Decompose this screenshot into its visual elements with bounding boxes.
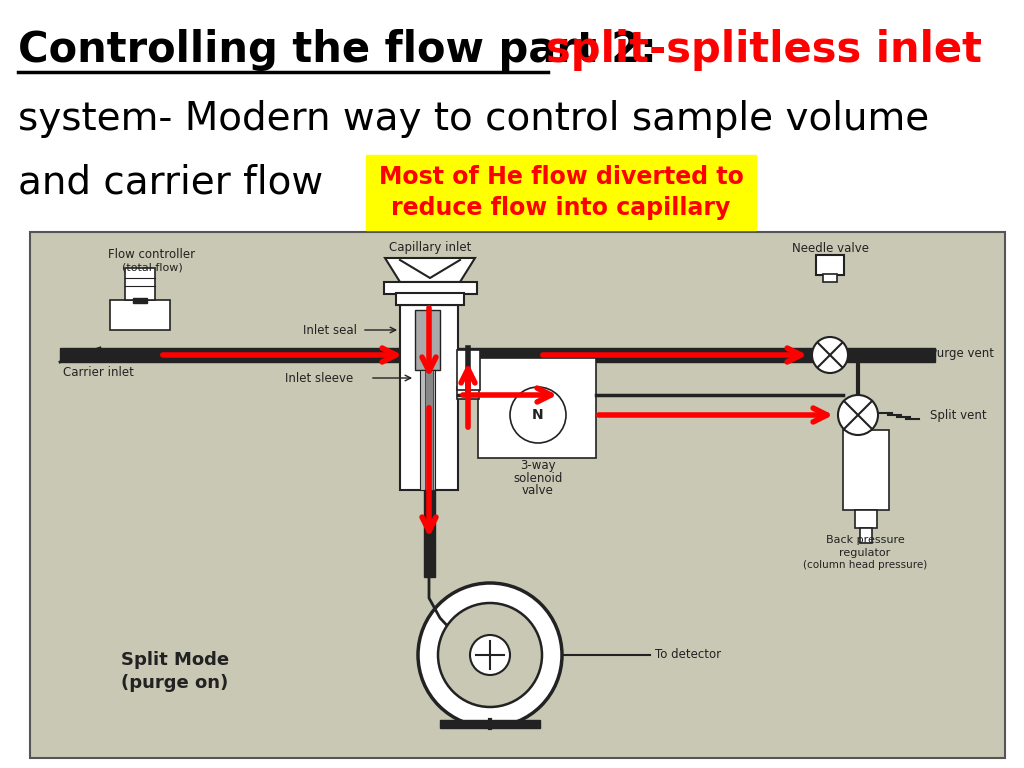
Bar xyxy=(457,350,480,390)
Bar xyxy=(415,310,440,370)
Text: To detector: To detector xyxy=(655,648,721,661)
Text: Back pressure: Back pressure xyxy=(825,535,904,545)
Bar xyxy=(816,255,844,275)
Text: Controlling the flow part 2:: Controlling the flow part 2: xyxy=(18,29,672,71)
Bar xyxy=(823,274,837,282)
Bar xyxy=(60,348,935,362)
Bar xyxy=(400,305,458,490)
Text: (column head pressure): (column head pressure) xyxy=(803,560,927,570)
Text: solenoid: solenoid xyxy=(513,472,562,485)
Bar xyxy=(125,268,155,300)
Text: and carrier flow: and carrier flow xyxy=(18,163,324,201)
Polygon shape xyxy=(385,258,475,282)
Text: Needle valve: Needle valve xyxy=(792,241,868,254)
Text: 3-way: 3-way xyxy=(520,458,556,472)
Text: Inlet sleeve: Inlet sleeve xyxy=(285,372,353,385)
Circle shape xyxy=(418,583,562,727)
Bar xyxy=(420,370,435,490)
Text: N: N xyxy=(532,408,544,422)
Circle shape xyxy=(438,603,542,707)
Bar xyxy=(424,490,435,547)
Bar xyxy=(133,298,147,303)
Bar xyxy=(384,282,477,294)
Text: system- Modern way to control sample volume: system- Modern way to control sample vol… xyxy=(18,100,929,138)
Circle shape xyxy=(812,337,848,373)
Text: (purge on): (purge on) xyxy=(122,674,228,692)
Bar xyxy=(366,155,756,230)
Bar xyxy=(425,370,433,490)
Text: Split Mode: Split Mode xyxy=(121,651,229,669)
Text: Capillary inlet: Capillary inlet xyxy=(389,241,471,254)
Bar xyxy=(30,232,1005,758)
Text: Carrier inlet: Carrier inlet xyxy=(63,366,134,379)
Text: split-splitless inlet: split-splitless inlet xyxy=(546,29,982,71)
Text: valve: valve xyxy=(522,485,554,498)
Bar xyxy=(424,547,435,577)
Circle shape xyxy=(838,395,878,435)
Text: Split vent: Split vent xyxy=(930,409,987,422)
Bar xyxy=(855,510,877,528)
Circle shape xyxy=(470,635,510,675)
Text: (total flow): (total flow) xyxy=(122,263,182,273)
Text: regulator: regulator xyxy=(840,548,891,558)
Bar xyxy=(860,528,872,543)
Bar xyxy=(440,720,540,728)
Text: Purge vent: Purge vent xyxy=(930,346,994,359)
Circle shape xyxy=(510,387,566,443)
Bar xyxy=(478,358,596,458)
Bar xyxy=(457,387,479,399)
Bar xyxy=(396,293,464,305)
Text: Inlet seal: Inlet seal xyxy=(303,323,357,336)
Bar xyxy=(110,300,170,330)
Text: Most of He flow diverted to
reduce flow into capillary: Most of He flow diverted to reduce flow … xyxy=(379,164,743,220)
Text: Flow controller: Flow controller xyxy=(109,249,196,261)
Bar xyxy=(843,430,889,510)
